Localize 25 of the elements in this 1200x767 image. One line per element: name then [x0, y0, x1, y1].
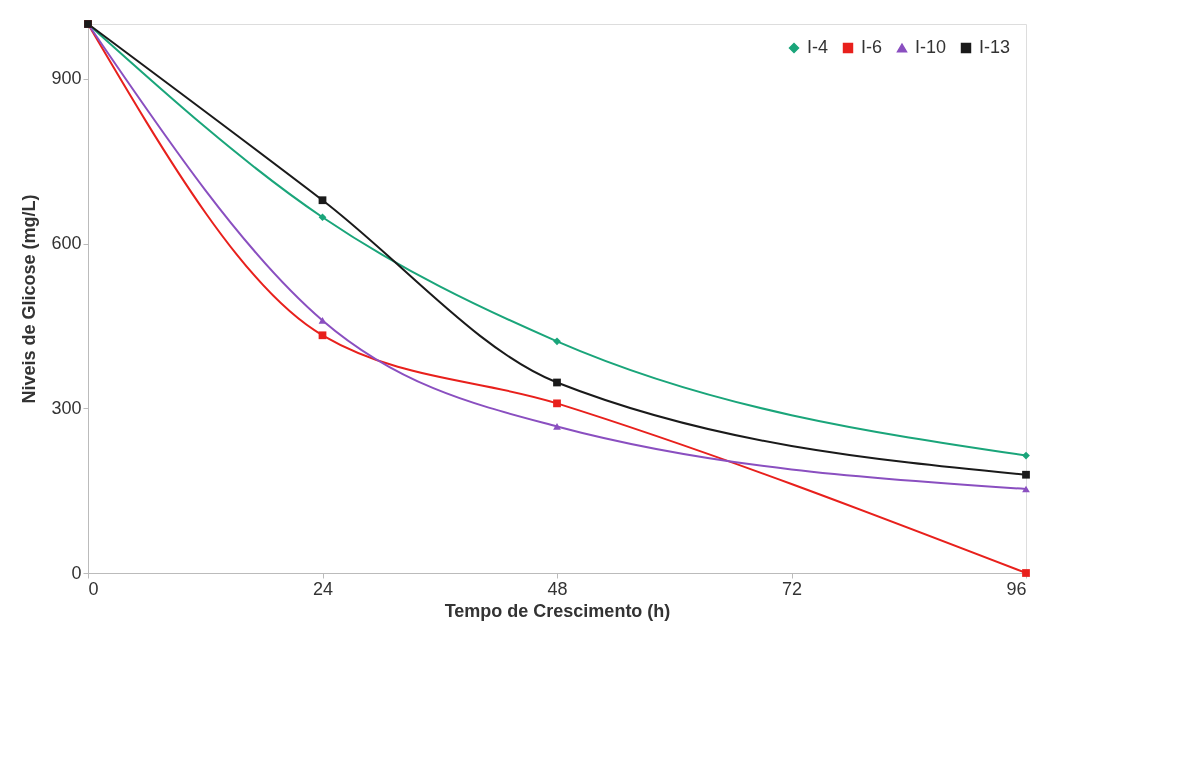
point	[318, 331, 327, 340]
point	[318, 213, 327, 222]
point	[1022, 470, 1030, 479]
legend-label: I-4	[807, 37, 829, 57]
y-tick-label: 300	[51, 397, 82, 418]
point	[553, 399, 561, 408]
point	[553, 423, 561, 430]
legend-label: I-6	[861, 37, 883, 57]
y-tick-label: 900	[51, 68, 82, 89]
y-tick-label: 600	[51, 233, 82, 254]
point	[318, 317, 327, 324]
x-tick-label: 48	[547, 578, 568, 599]
point	[553, 337, 561, 346]
point	[318, 196, 327, 205]
x-tick-label: 72	[781, 578, 803, 599]
legend-label: I-13	[979, 37, 1011, 57]
x-axis-title: Tempo de Crescimento (h)	[444, 600, 671, 621]
x-tick-label: 0	[88, 578, 99, 599]
point	[1022, 451, 1030, 460]
point	[553, 378, 561, 387]
y-tick-label: 0	[71, 562, 82, 583]
y-axis-title: Niveis de Glicose (mg/L)	[19, 194, 40, 404]
x-tick-label: 24	[312, 578, 334, 599]
x-tick-label: 96	[1006, 578, 1027, 599]
legend-label: I-10	[915, 37, 947, 57]
